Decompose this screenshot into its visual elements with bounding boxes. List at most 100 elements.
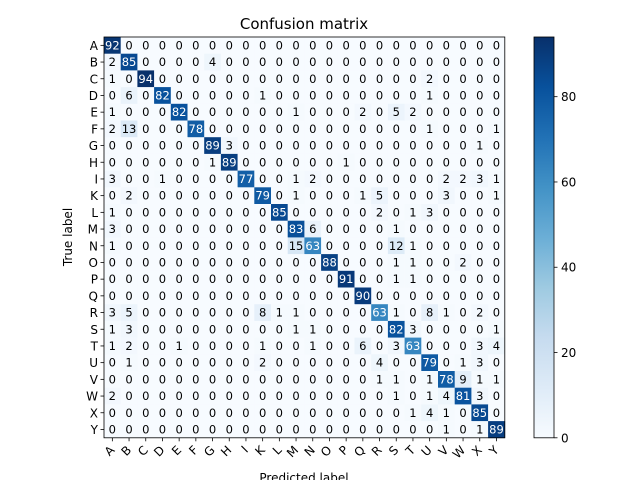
heatmap-cell [337, 270, 355, 288]
heatmap-cell [421, 220, 439, 238]
heatmap-cell [170, 70, 188, 88]
cell-value-label: 0 [376, 222, 383, 236]
cell-value-label: 0 [409, 38, 416, 52]
heatmap-cell [438, 354, 455, 372]
cell-value-label: 0 [226, 272, 233, 286]
heatmap-cell [304, 70, 322, 88]
cell-value-label: 0 [242, 289, 249, 303]
heatmap-cell [454, 220, 472, 238]
heatmap-cell [438, 120, 455, 138]
heatmap-cell [154, 70, 172, 88]
heatmap-cell [454, 120, 472, 138]
cell-value-label: 0 [192, 88, 199, 102]
heatmap-cell [304, 120, 322, 138]
heatmap-cell [387, 220, 405, 238]
heatmap-cell [204, 387, 222, 405]
heatmap-cell [337, 70, 355, 88]
y-tick-label: X [90, 406, 98, 420]
cell-value-label: 0 [209, 389, 216, 403]
heatmap-cell [187, 287, 205, 305]
cell-value-label: 0 [109, 88, 116, 102]
cell-value-label: 0 [342, 389, 349, 403]
heatmap-cell [488, 37, 506, 54]
heatmap-cell [371, 87, 389, 105]
heatmap-cell [304, 404, 322, 422]
heatmap-cell [120, 304, 138, 322]
cell-value-label: 3 [125, 322, 132, 336]
heatmap-cell [488, 337, 506, 355]
heatmap-cell [471, 103, 489, 121]
heatmap-cell [187, 204, 205, 221]
cell-value-label: 0 [226, 189, 233, 203]
cell-value-label: 0 [209, 239, 216, 253]
heatmap-cell [421, 304, 439, 322]
heatmap-cell [287, 404, 305, 422]
x-tick-label: O [318, 443, 335, 460]
heatmap-cell [104, 337, 121, 355]
y-tick-label: U [89, 356, 98, 370]
x-tick-label: C [135, 443, 151, 459]
x-tick-label: Q [351, 443, 368, 460]
cell-value-label: 0 [426, 105, 433, 119]
heatmap-cell [220, 37, 238, 54]
cell-value-label: 0 [359, 139, 366, 153]
cell-value-label: 0 [159, 222, 166, 236]
heatmap-cell [337, 137, 355, 155]
cell-value-label: 0 [226, 356, 233, 370]
heatmap-cell [137, 170, 155, 188]
cell-value-label: 4 [376, 356, 383, 370]
heatmap-cell [120, 371, 138, 388]
heatmap-cell [454, 37, 472, 54]
heatmap-cell [304, 153, 322, 171]
heatmap-cell [187, 254, 205, 272]
cell-value-label: 0 [376, 406, 383, 420]
heatmap-cell [137, 120, 155, 138]
heatmap-cell [438, 187, 455, 205]
cell-value-label: 0 [125, 222, 132, 236]
cell-value-label: 0 [326, 105, 333, 119]
cell-value-label: 0 [443, 122, 450, 136]
cell-value-label: 2 [109, 389, 116, 403]
cell-value-label: 0 [192, 55, 199, 69]
heatmap-cell [454, 387, 472, 405]
heatmap-cell [371, 103, 389, 121]
heatmap-cell [488, 137, 506, 155]
heatmap-cell [204, 220, 222, 238]
cell-value-label: 0 [209, 406, 216, 420]
cell-value-label: 0 [493, 356, 500, 370]
heatmap-cell [271, 204, 288, 221]
heatmap-cell [488, 421, 506, 439]
colorbar-gradient [533, 36, 555, 439]
cell-value-label: 0 [125, 389, 132, 403]
cell-value-label: 0 [259, 422, 266, 436]
heatmap-cell [104, 70, 121, 88]
heatmap-cell [237, 304, 255, 322]
cell-value-label: 0 [276, 239, 283, 253]
heatmap-cell [220, 320, 238, 338]
x-tick-label: K [252, 442, 268, 458]
heatmap-cell [187, 337, 205, 355]
x-tick-label: U [419, 443, 435, 459]
heatmap-cell [154, 187, 172, 205]
heatmap-cell [170, 204, 188, 221]
cell-value-label: 0 [209, 322, 216, 336]
heatmap-cell [421, 254, 439, 272]
cell-value-label: 0 [292, 406, 299, 420]
heatmap-cell [438, 153, 455, 171]
heatmap-cell [120, 404, 138, 422]
heatmap-cell [170, 254, 188, 272]
cell-value-label: 0 [209, 189, 216, 203]
cell-value-label: 0 [175, 255, 182, 269]
heatmap-cell [421, 354, 439, 372]
cell-value-label: 1 [376, 372, 383, 386]
heatmap-cell [471, 53, 489, 71]
cell-value-label: 1 [109, 105, 116, 119]
cell-value-label: 0 [443, 38, 450, 52]
cell-value-label: 0 [459, 122, 466, 136]
heatmap-cell [154, 254, 172, 272]
heatmap-cell [404, 337, 422, 355]
heatmap-cell [304, 337, 322, 355]
cell-value-label: 0 [259, 255, 266, 269]
cell-value-label: 0 [159, 322, 166, 336]
heatmap-cell [371, 371, 389, 388]
